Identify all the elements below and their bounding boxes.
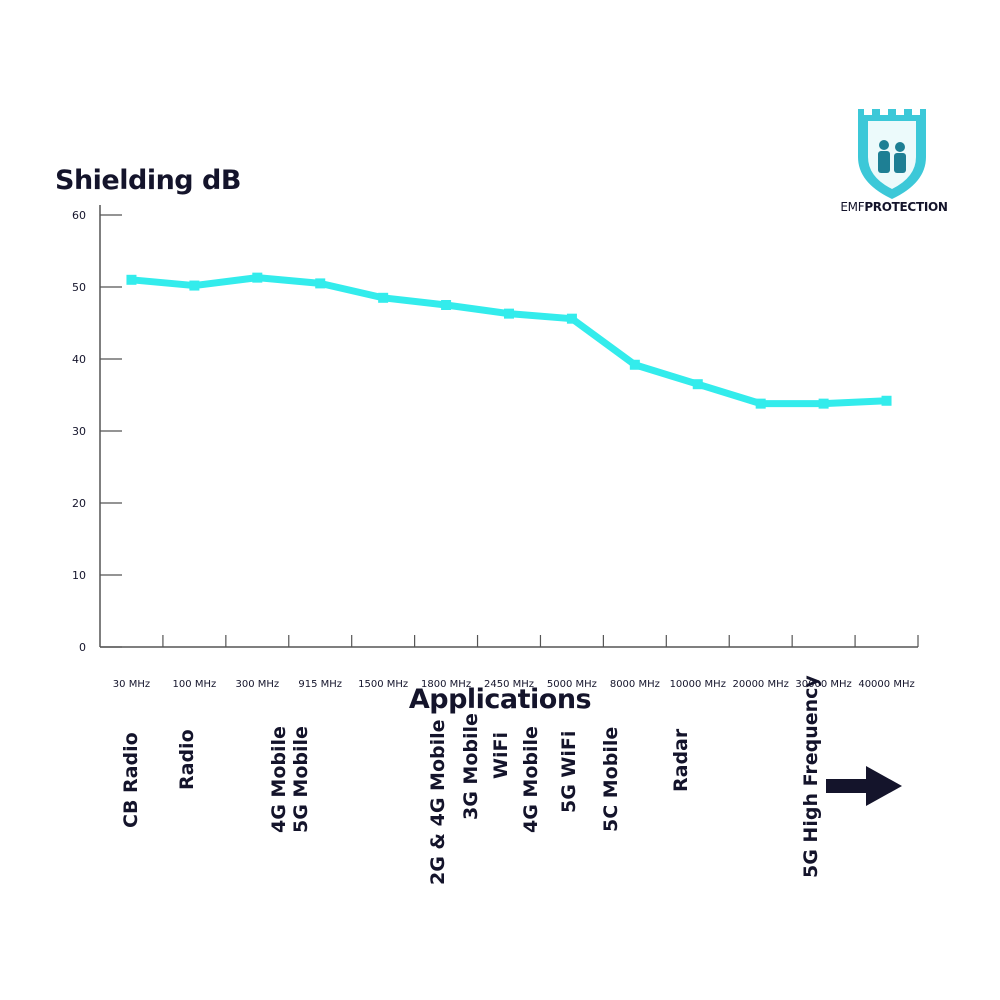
logo-text-light: EMF bbox=[840, 200, 865, 214]
app-label-5c-mobile: 5C Mobile bbox=[600, 726, 622, 832]
x-tick-label: 1800 MHz bbox=[421, 679, 471, 690]
x-axis-ticks: 30 MHz 100 MHz 300 MHz 915 MHz 1500 MHz 1800 … bbox=[113, 635, 919, 690]
app-label-5g-wifi: 5G WiFi bbox=[558, 730, 580, 813]
data-point bbox=[189, 280, 200, 291]
data-point bbox=[378, 292, 389, 303]
data-point bbox=[818, 398, 829, 409]
data-point bbox=[126, 274, 137, 285]
data-point bbox=[881, 395, 892, 406]
y-tick-label: 0 bbox=[79, 641, 86, 654]
x-tick-label: 100 MHz bbox=[173, 679, 217, 690]
shield-logo-icon bbox=[858, 109, 926, 199]
series-group bbox=[126, 272, 892, 409]
y-axis-title: Shielding dB bbox=[55, 165, 241, 196]
app-label-radio: Radio bbox=[176, 729, 198, 790]
data-point bbox=[252, 272, 263, 283]
x-tick-label: 2450 MHz bbox=[484, 679, 534, 690]
x-tick-label: 30 MHz bbox=[113, 679, 150, 690]
data-point bbox=[566, 313, 577, 324]
y-tick-label: 30 bbox=[72, 425, 86, 438]
data-point bbox=[755, 398, 766, 409]
x-axis-title: Applications bbox=[408, 684, 592, 715]
data-point bbox=[504, 308, 514, 319]
data-point bbox=[441, 300, 452, 310]
app-label-2g-4g-mobile: 2G & 4G Mobile bbox=[427, 719, 449, 885]
y-tick-label: 10 bbox=[72, 569, 86, 582]
x-tick-label: 5000 MHz bbox=[547, 679, 597, 690]
y-tick-label: 50 bbox=[72, 281, 86, 294]
y-tick-label: 40 bbox=[72, 353, 86, 366]
logo-text-bold: PROTECTION bbox=[864, 200, 948, 214]
x-tick-label: 300 MHz bbox=[235, 679, 279, 690]
app-label-cb-radio: CB Radio bbox=[120, 732, 142, 828]
data-point bbox=[629, 359, 640, 370]
emf-protection-logo: EMFPROTECTION bbox=[834, 105, 954, 220]
logo-wordmark: EMFPROTECTION bbox=[834, 200, 954, 214]
app-label-4g-mobile: 4G Mobile bbox=[268, 726, 290, 833]
x-tick-label: 40000 MHz bbox=[858, 679, 914, 690]
app-label-radar: Radar bbox=[670, 728, 692, 792]
x-tick-label: 915 MHz bbox=[298, 679, 342, 690]
data-point bbox=[315, 278, 326, 289]
series-line bbox=[127, 274, 891, 408]
chart-axes bbox=[99, 205, 918, 648]
y-tick-label: 20 bbox=[72, 497, 86, 510]
app-label-5g-high-frequency: 5G High Frequency bbox=[800, 675, 822, 878]
arrow-right-icon bbox=[826, 766, 902, 806]
app-label-3g-mobile: 3G Mobile bbox=[460, 713, 482, 820]
x-tick-label: 8000 MHz bbox=[610, 679, 660, 690]
x-tick-label: 30000 MHz bbox=[795, 679, 851, 690]
app-label-wifi: WiFi bbox=[490, 732, 512, 779]
x-tick-label: 1500 MHz bbox=[358, 679, 408, 690]
app-label-4g-mobile-2: 4G Mobile bbox=[520, 726, 542, 833]
y-axis-ticks: 0 10 20 30 40 50 60 bbox=[72, 209, 122, 654]
x-tick-label: 10000 MHz bbox=[670, 679, 726, 690]
data-point bbox=[692, 379, 703, 390]
x-tick-label: 20000 MHz bbox=[732, 679, 788, 690]
y-tick-label: 60 bbox=[72, 209, 86, 222]
app-label-5g-mobile: 5G Mobile bbox=[290, 726, 312, 833]
